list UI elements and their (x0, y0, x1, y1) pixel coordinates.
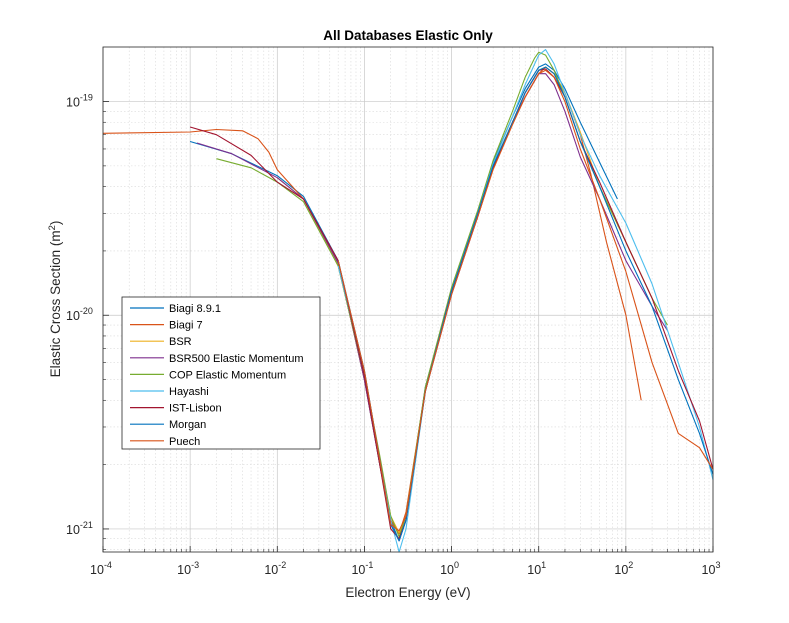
x-tick-label-base: 10 (702, 563, 716, 577)
y-tick-label-exponent: -21 (80, 520, 93, 530)
legend-label: Biagi 7 (169, 320, 203, 332)
legend-label: BSR500 Elastic Momentum (169, 353, 304, 365)
x-tick-label-exponent: 0 (454, 560, 459, 570)
x-axis-label: Electron Energy (eV) (345, 585, 470, 600)
axis-ticks: 10-4 10-3 10-2 10-1 100 101 102 10310-1910-2010… (66, 93, 720, 577)
x-tick-label: 100 (440, 560, 459, 577)
x-tick-label: 103 (702, 560, 721, 577)
x-tick-label: 10-1 (351, 560, 373, 577)
series-line-9 (337, 69, 714, 532)
legend-label: Morgan (169, 419, 206, 431)
series-line-6 (337, 49, 714, 553)
x-tick-label-exponent: 2 (628, 560, 633, 570)
legend-label: Hayashi (169, 386, 209, 398)
x-tick-label-base: 10 (351, 563, 365, 577)
series-line-8 (337, 66, 714, 542)
x-tick-label-base: 10 (614, 563, 628, 577)
y-axis-label: Elastic Cross Section (m2) (47, 221, 63, 378)
y-tick-label-base: 10 (66, 523, 80, 537)
x-tick-label-exponent: 1 (541, 560, 546, 570)
x-tick-label: 101 (527, 560, 546, 577)
y-tick-label-exponent: -20 (80, 306, 93, 316)
legend-label: IST-Lisbon (169, 403, 222, 415)
legend-label: COP Elastic Momentum (169, 369, 286, 381)
series-lines (102, 49, 714, 553)
y-axis-label-close: ) (48, 221, 63, 226)
legend-label: Biagi 8.9.1 (169, 303, 221, 315)
x-tick-label-base: 10 (440, 563, 454, 577)
legend-label: BSR (169, 336, 192, 348)
x-tick-label-exponent: -3 (191, 560, 199, 570)
x-tick-label-exponent: 3 (715, 560, 720, 570)
x-tick-label: 102 (614, 560, 633, 577)
y-axis-label-main: Elastic Cross Section (m (48, 230, 63, 377)
x-tick-label-exponent: -4 (104, 560, 112, 570)
y-tick-label: 10-20 (66, 306, 93, 323)
x-tick-label-base: 10 (527, 563, 541, 577)
x-tick-label-base: 10 (90, 563, 104, 577)
legend: Biagi 8.9.1 Biagi 7 BSR BSR500 Elastic Mome… (121, 296, 321, 450)
y-tick-label-exponent: -19 (80, 93, 93, 103)
chart-title: All Databases Elastic Only (323, 28, 493, 43)
y-tick-label-base: 10 (66, 96, 80, 110)
y-tick-label: 10-19 (66, 93, 93, 110)
plot-frame (102, 46, 714, 553)
x-tick-label: 10-3 (177, 560, 199, 577)
legend-label: Puech (169, 436, 200, 448)
y-tick-label-base: 10 (66, 309, 80, 323)
x-tick-label: 10-4 (90, 560, 112, 577)
y-tick-label: 10-21 (66, 520, 93, 537)
x-tick-label-base: 10 (177, 563, 191, 577)
x-tick-label-exponent: -1 (365, 560, 373, 570)
x-tick-label-base: 10 (264, 563, 278, 577)
y-axis-label-superscript: 2 (47, 225, 58, 230)
x-tick-label: 10-2 (264, 560, 286, 577)
x-tick-label-exponent: -2 (278, 560, 286, 570)
